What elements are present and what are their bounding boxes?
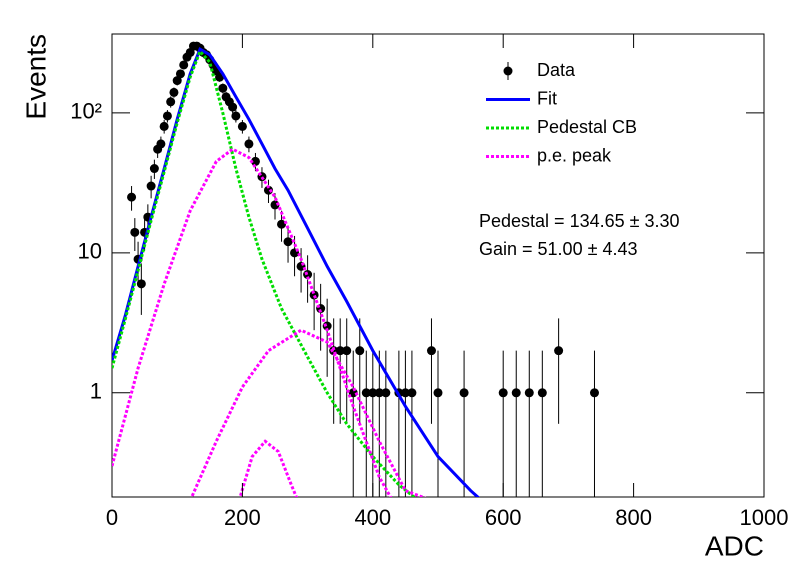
data-point (342, 346, 352, 356)
data-point (136, 279, 146, 289)
data-point (237, 121, 247, 131)
data-point (179, 60, 189, 70)
data-point (433, 388, 443, 398)
data-point (149, 164, 159, 174)
data-point (244, 139, 254, 149)
data-point (169, 87, 179, 97)
x-tick-label: 600 (485, 505, 522, 530)
legend-label: Pedestal CB (537, 117, 637, 137)
data-point (524, 388, 534, 398)
data-point (250, 156, 260, 166)
fit-curve (112, 147, 427, 497)
data-point (166, 97, 176, 107)
x-tick-label: 200 (224, 505, 261, 530)
x-tick-label: 400 (354, 505, 391, 530)
data-point (374, 388, 384, 398)
fit-curve (112, 47, 481, 497)
data-point (159, 121, 169, 131)
data-point (426, 346, 436, 356)
data-point (335, 346, 345, 356)
legend-marker (503, 66, 513, 76)
data-point (589, 388, 599, 398)
data-point (381, 388, 391, 398)
annotation: Gain = 51.00 ± 4.43 (479, 239, 638, 259)
data-point (283, 237, 293, 247)
data-point (459, 388, 469, 398)
annotation: Pedestal = 134.65 ± 3.30 (479, 211, 680, 231)
data-point (228, 102, 238, 112)
data-point (175, 69, 185, 79)
data-point (130, 227, 140, 237)
data-point (172, 76, 182, 86)
data-point (218, 83, 228, 93)
y-tick-label: 10 (78, 239, 102, 264)
data-point (355, 346, 365, 356)
fit-curve (112, 48, 417, 497)
x-axis-label: ADC (705, 530, 764, 561)
legend-label: p.e. peak (537, 145, 612, 165)
data-point (511, 388, 521, 398)
data-point (270, 200, 280, 210)
data-point (400, 388, 410, 398)
plot-area (112, 41, 599, 497)
y-tick-label: 1 (90, 379, 102, 404)
data-point (498, 388, 508, 398)
data-point (231, 111, 241, 121)
data-point (537, 388, 547, 398)
data-point (407, 388, 417, 398)
data-point (277, 219, 287, 229)
data-point (127, 192, 137, 202)
data-point (146, 181, 156, 191)
data-point (368, 388, 378, 398)
legend-label: Fit (537, 88, 557, 108)
data-point (361, 388, 371, 398)
y-tick-label: 10² (70, 99, 102, 124)
data-point (162, 111, 172, 121)
legend-label: Data (537, 60, 576, 80)
data-point (156, 139, 166, 149)
data-point (554, 346, 564, 356)
y-axis-label: Events (20, 34, 51, 120)
x-tick-label: 0 (106, 505, 118, 530)
x-tick-label: 1000 (740, 505, 789, 530)
x-tick-label: 800 (615, 505, 652, 530)
